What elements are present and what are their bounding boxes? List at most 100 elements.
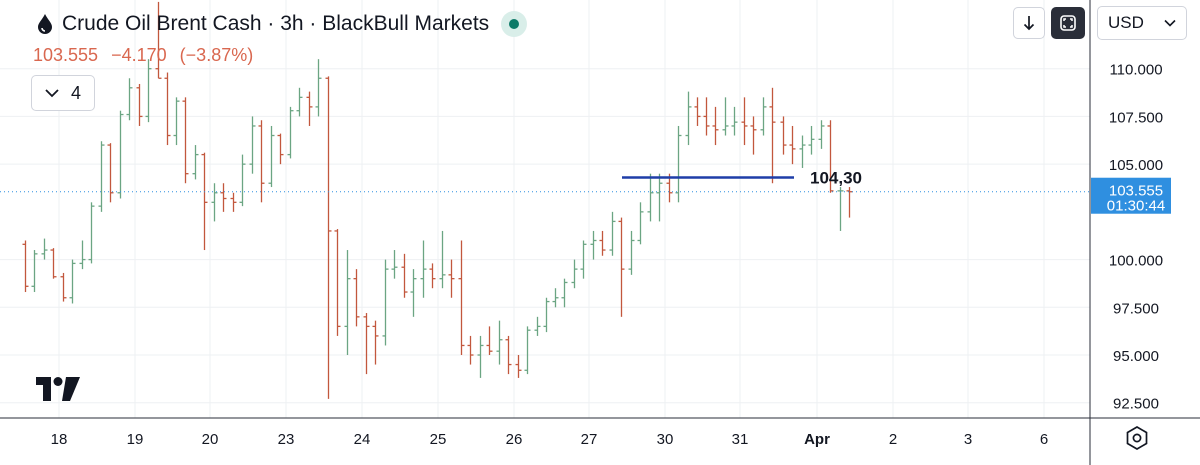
last-price-label-bg	[1091, 177, 1171, 214]
x-tick-label: 19	[127, 431, 144, 448]
ohlc-bar	[410, 269, 417, 317]
ohlc-bar	[382, 259, 389, 346]
ohlc-bar	[685, 91, 692, 146]
ohlc-bar	[769, 87, 776, 184]
ohlc-bar	[618, 217, 625, 317]
price-change: −4.170	[111, 45, 167, 65]
ohlc-bar	[505, 335, 512, 375]
last-price-label: 103.555	[1109, 183, 1163, 200]
ohlc-bar	[439, 230, 446, 289]
ohlc-bar	[315, 59, 322, 117]
ohlc-bar	[524, 326, 531, 375]
ohlc-bar	[50, 248, 57, 279]
ohlc-bar	[609, 211, 616, 256]
y-tick-label: 97.500	[1113, 300, 1159, 317]
ohlc-bar	[230, 192, 237, 212]
ohlc-bar	[675, 125, 682, 203]
ohlc-bar	[808, 125, 815, 155]
ohlc-bar	[827, 120, 834, 193]
last-price: 103.555	[33, 45, 99, 65]
ohlc-bar	[780, 116, 787, 155]
x-tick-label: 6	[1040, 431, 1048, 448]
ohlc-bar	[846, 187, 853, 218]
ohlc-bar	[477, 335, 484, 378]
ohlc-bar	[420, 240, 427, 298]
ohlc-bar	[249, 116, 256, 174]
chart-header: Crude Oil Brent Cash · 3h · BlackBull Ma…	[36, 9, 528, 39]
ohlc-bar	[722, 97, 729, 136]
fullscreen-button[interactable]	[1051, 7, 1085, 39]
ohlc-bar	[88, 202, 95, 264]
x-tick-label: 23	[278, 431, 295, 448]
ohlc-bar	[534, 316, 541, 336]
x-tick-label: 2	[889, 431, 897, 448]
y-tick-label: 92.500	[1113, 396, 1159, 413]
ohlc-bar	[164, 72, 171, 146]
ohlc-bar	[750, 116, 757, 155]
chevron-down-icon	[45, 89, 59, 98]
download-button[interactable]	[1013, 7, 1045, 39]
ohlc-bar	[799, 135, 806, 168]
ohlc-bar	[155, 1, 162, 79]
ohlc-bar	[306, 91, 313, 126]
ohlc-bar	[22, 240, 29, 293]
ohlc-bar	[401, 253, 408, 298]
ohlc-bar	[277, 133, 284, 165]
ohlc-bar	[694, 97, 701, 126]
x-tick-label: 25	[430, 431, 447, 448]
ohlc-bar	[552, 288, 559, 308]
bar-countdown-label: 01:30:44	[1107, 198, 1165, 215]
ohlc-bar	[496, 320, 503, 365]
ohlc-bar	[258, 120, 265, 203]
x-tick-label: 24	[354, 431, 371, 448]
oil-drop-icon	[38, 14, 52, 34]
x-tick-label: 31	[732, 431, 749, 448]
y-tick-label: 110.000	[1109, 62, 1162, 79]
ohlc-bar	[296, 87, 303, 117]
ohlc-bar	[712, 106, 719, 146]
ohlc-bar	[458, 240, 465, 356]
ohlc-bar	[837, 187, 844, 231]
ohlc-bar	[543, 297, 550, 333]
ohlc-bar	[391, 250, 398, 279]
price-quote: 103.555 −4.170 (−3.87%)	[33, 45, 261, 66]
ohlc-bar	[580, 240, 587, 279]
ohlc-bar	[201, 152, 208, 251]
ohlc-bar	[590, 230, 597, 260]
ohlc-bar	[69, 259, 76, 304]
ohlc-bar	[789, 125, 796, 165]
x-tick-label: Apr	[804, 431, 830, 448]
symbol-title[interactable]: Crude Oil Brent Cash · 3h · BlackBull Ma…	[62, 12, 490, 35]
ohlc-bar	[107, 143, 114, 203]
ohlc-bar	[268, 125, 275, 188]
y-tick-label: 100.000	[1109, 253, 1163, 270]
currency-value: USD	[1108, 13, 1144, 32]
settings-icon[interactable]	[1124, 425, 1150, 451]
market-status-dot[interactable]	[501, 11, 528, 37]
ohlc-bar	[220, 183, 227, 212]
x-tick-label: 3	[964, 431, 972, 448]
tradingview-logo-icon	[36, 377, 80, 401]
price-change-pct: (−3.87%)	[179, 45, 254, 65]
currency-select[interactable]: USD	[1097, 6, 1187, 40]
ohlc-bar	[182, 97, 189, 184]
ohlc-bar	[703, 97, 710, 136]
ohlc-bar	[117, 110, 124, 199]
y-tick-label: 105.000	[1109, 157, 1163, 174]
indicator-count: 4	[70, 82, 81, 103]
ohlc-bar	[647, 173, 654, 222]
drawn-line-label: 104,30	[810, 169, 862, 188]
indicators-toggle-button[interactable]: 4	[31, 75, 95, 111]
ohlc-bar	[136, 83, 143, 126]
ohlc-bar	[467, 335, 474, 365]
ohlc-bar	[628, 230, 635, 275]
ohlc-bar	[211, 183, 218, 222]
ohlc-bar	[145, 59, 152, 123]
ohlc-bar	[325, 76, 332, 399]
ohlc-bar	[239, 154, 246, 207]
arrow-down-icon	[1023, 16, 1035, 31]
x-tick-label: 30	[657, 431, 674, 448]
ohlc-bar	[41, 238, 48, 260]
ohlc-bar	[126, 78, 133, 121]
